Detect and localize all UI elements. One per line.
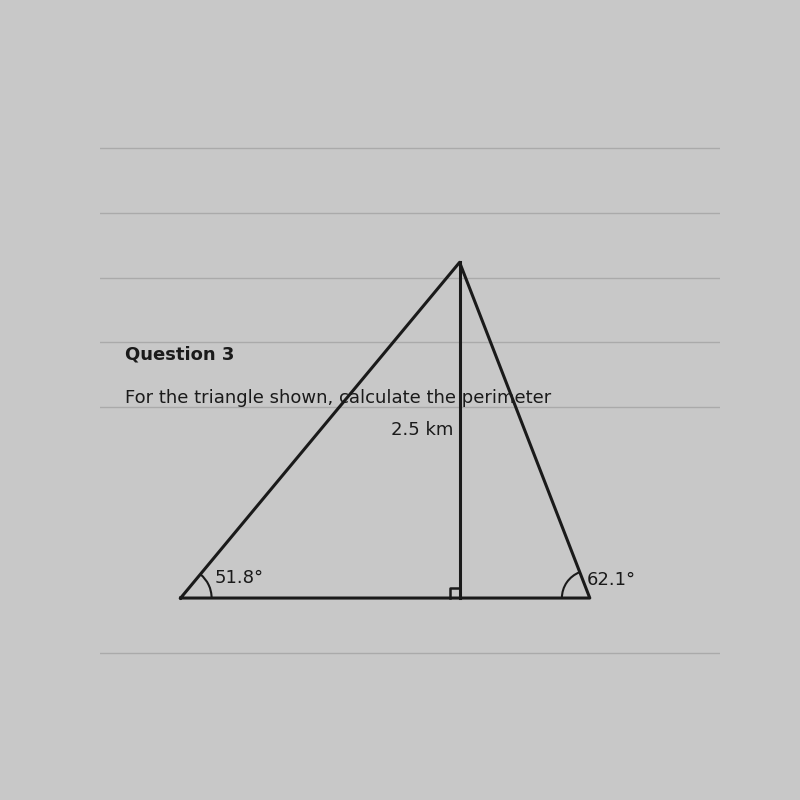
Text: Question 3: Question 3	[125, 346, 234, 364]
Text: For the triangle shown, calculate the perimeter: For the triangle shown, calculate the pe…	[125, 389, 551, 406]
Text: 62.1°: 62.1°	[586, 571, 636, 589]
Text: 51.8°: 51.8°	[214, 569, 264, 587]
Text: 2.5 km: 2.5 km	[391, 421, 454, 439]
